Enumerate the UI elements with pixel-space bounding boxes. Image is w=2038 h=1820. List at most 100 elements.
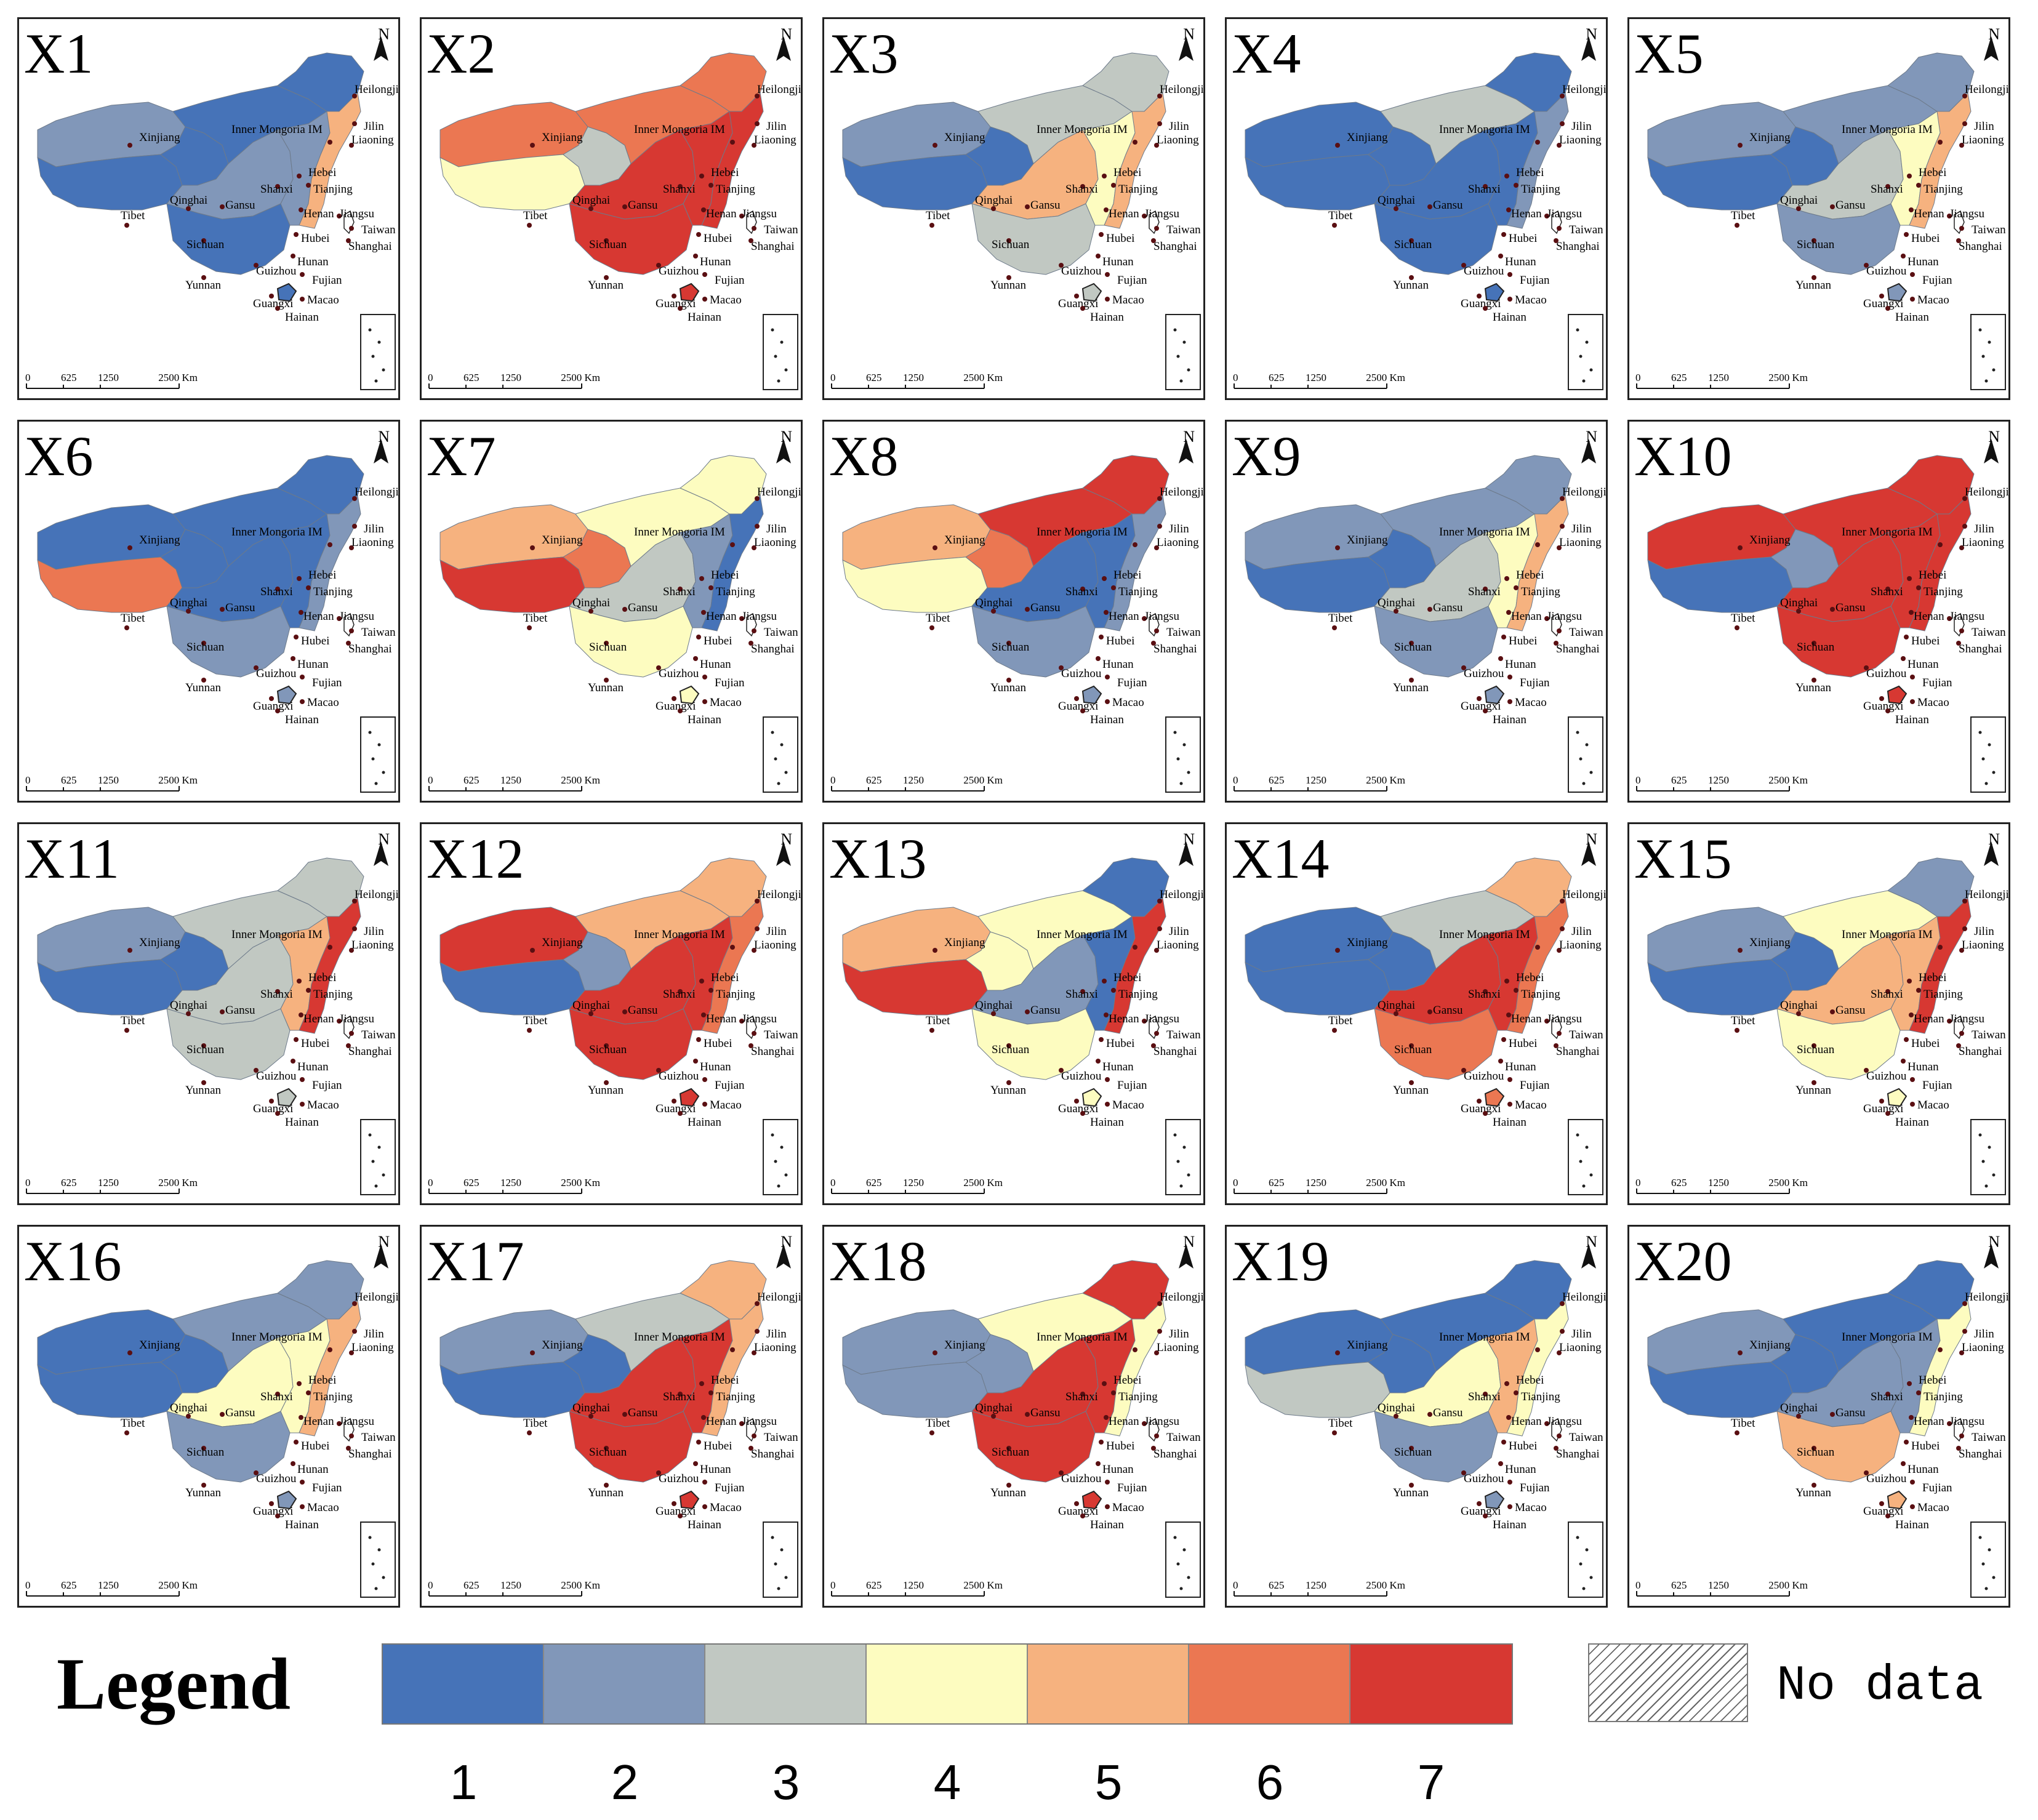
place-dot	[678, 989, 683, 994]
place-label: Hubei	[1509, 1440, 1537, 1453]
place-label: Jiangsu	[339, 1415, 375, 1428]
place-dot	[300, 1102, 305, 1107]
place-dot	[1059, 1470, 1064, 1475]
south-china-sea-inset	[1970, 1119, 2006, 1195]
place-dot	[186, 206, 191, 211]
place-label: Taiwan	[1166, 626, 1201, 639]
place-label: Gansu	[1835, 1004, 1866, 1017]
inset-island	[374, 782, 378, 785]
place-dot	[696, 1037, 701, 1042]
place-dot	[1154, 628, 1159, 633]
scale-bar	[831, 786, 985, 792]
place-dot	[1006, 678, 1011, 683]
north-label: N	[1988, 25, 2000, 43]
place-dot	[1105, 297, 1110, 302]
place-label: Jiangsu	[1144, 1415, 1180, 1428]
place-label: Liaoning	[754, 134, 796, 146]
place-label: Guangxi	[1863, 1505, 1903, 1518]
place-label: Liaoning	[1559, 134, 1602, 146]
place-label: Hebei	[711, 166, 739, 179]
place-label: Guizhou	[659, 667, 699, 680]
place-dot	[1504, 576, 1509, 581]
place-dot	[1885, 1513, 1890, 1518]
place-label: Hunan	[1908, 658, 1939, 671]
place-dot	[299, 610, 303, 615]
scale-label: 1250	[98, 774, 119, 786]
place-dot	[1885, 306, 1890, 311]
place-dot	[604, 1483, 609, 1488]
place-label: Hubei	[704, 1037, 732, 1050]
place-label: Shanghai	[1556, 643, 1600, 655]
place-dot	[1885, 587, 1890, 591]
place-dot	[297, 1381, 302, 1386]
panel-title: X8	[829, 425, 899, 487]
scale-label: 0	[830, 1579, 836, 1591]
place-dot	[1506, 1012, 1511, 1017]
place-label: Gansu	[628, 1004, 658, 1017]
place-label: Gansu	[1835, 199, 1866, 212]
north-label: N	[1183, 25, 1195, 43]
scale-label: 2500 Km	[1366, 1579, 1405, 1591]
place-dot	[530, 545, 535, 550]
place-dot	[337, 214, 342, 218]
place-label: Jiangsu	[742, 207, 777, 220]
scale-label: 1250	[500, 774, 521, 786]
place-dot	[1864, 1068, 1869, 1073]
place-label: Taiwan	[361, 223, 396, 236]
place-dot	[696, 635, 701, 639]
place-dot	[1554, 238, 1559, 243]
place-label: Tibet	[121, 1014, 145, 1027]
region-south	[569, 203, 693, 275]
place-dot	[1461, 263, 1466, 268]
inset-island	[1182, 340, 1186, 344]
place-label: Gansu	[225, 1406, 255, 1419]
inset-island	[1579, 1160, 1583, 1163]
scale-label: 1250	[98, 1177, 119, 1189]
place-dot	[1133, 140, 1137, 145]
place-dot	[604, 1080, 609, 1085]
place-dot	[1557, 628, 1562, 633]
place-label: Gansu	[628, 601, 658, 614]
place-dot	[1554, 1043, 1559, 1048]
place-dot	[1557, 143, 1562, 148]
inset-island	[771, 1133, 774, 1137]
place-dot	[1738, 948, 1743, 953]
place-dot	[186, 609, 191, 614]
place-label: Jiangsu	[1949, 1012, 1985, 1025]
place-label: Fujian	[1922, 1079, 1952, 1092]
place-dot	[1909, 1012, 1914, 1017]
inset-island	[374, 1184, 378, 1188]
place-dot	[1735, 223, 1739, 228]
place-dot	[755, 926, 760, 931]
place-dot	[306, 988, 311, 993]
south-china-sea-inset	[1568, 716, 1603, 793]
place-label: Heilongjiang	[757, 1291, 801, 1304]
place-label: Hainan	[1493, 1116, 1526, 1129]
panel-title: X7	[427, 425, 496, 487]
place-dot	[306, 183, 311, 188]
place-label: Shanxi	[1871, 988, 1903, 1001]
legend-swatch	[705, 1645, 867, 1723]
place-label: Tibet	[926, 1417, 950, 1430]
inset-island	[371, 355, 375, 358]
scale-label: 2500 Km	[1768, 1579, 1808, 1591]
scale-label: 625	[1269, 372, 1285, 383]
inset-island	[774, 1562, 777, 1566]
place-dot	[672, 294, 676, 299]
scale-label: 625	[1671, 1177, 1687, 1189]
place-dot	[1557, 1433, 1562, 1438]
place-dot	[337, 1421, 342, 1426]
place-label: Hunan	[700, 1463, 731, 1476]
inset-island	[377, 1145, 381, 1149]
place-dot	[1483, 587, 1488, 591]
place-dot	[991, 1011, 996, 1016]
scale-label: 2500 Km	[1366, 372, 1405, 383]
place-label: Qinghai	[1378, 1401, 1415, 1414]
place-dot	[1157, 496, 1162, 501]
place-dot	[275, 989, 280, 994]
no-data-swatch	[1588, 1643, 1748, 1722]
place-label: Gansu	[1835, 601, 1866, 614]
scale-label: 0	[25, 372, 31, 383]
place-label: Macao	[1112, 696, 1144, 709]
region-south	[569, 606, 693, 678]
